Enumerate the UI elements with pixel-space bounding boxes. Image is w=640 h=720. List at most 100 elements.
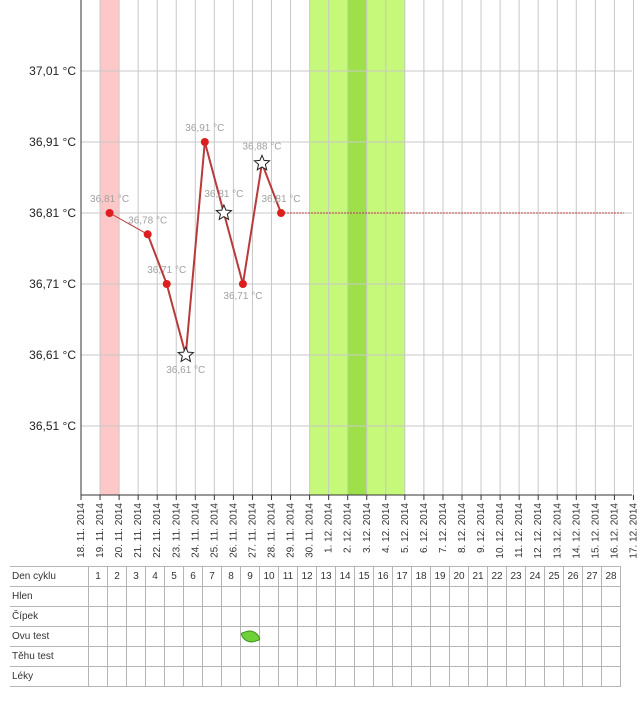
table-cell bbox=[221, 586, 241, 607]
cycle-day-number: 25 bbox=[544, 566, 564, 587]
cycle-day-number: 22 bbox=[487, 566, 507, 587]
table-cell bbox=[240, 646, 260, 667]
x-tick-label: 10. 12. 2014 bbox=[495, 503, 506, 559]
cycle-day-number: 13 bbox=[316, 566, 336, 587]
cycle-day-number: 3 bbox=[126, 566, 146, 587]
table-cell bbox=[240, 666, 260, 687]
table-cell bbox=[525, 626, 545, 647]
table-cell bbox=[297, 646, 317, 667]
table-cell bbox=[145, 646, 165, 667]
table-cell bbox=[563, 666, 583, 687]
table-cell bbox=[544, 646, 564, 667]
table-cell bbox=[221, 666, 241, 687]
row-label: Den cyklu bbox=[10, 566, 89, 587]
table-cell bbox=[297, 666, 317, 687]
table-cell bbox=[259, 666, 279, 687]
table-cell bbox=[259, 646, 279, 667]
table-cell bbox=[221, 626, 241, 647]
table-cell bbox=[88, 606, 108, 627]
table-row: Hlen bbox=[10, 586, 621, 607]
table-cell bbox=[145, 606, 165, 627]
table-cell bbox=[278, 626, 298, 647]
table-cell bbox=[316, 666, 336, 687]
table-cell bbox=[430, 626, 450, 647]
table-cell bbox=[373, 586, 393, 607]
table-cell bbox=[202, 666, 222, 687]
data-point bbox=[238, 280, 247, 288]
table-cell bbox=[544, 666, 564, 687]
cycle-day-number: 12 bbox=[297, 566, 317, 587]
table-row: Těhu test bbox=[10, 646, 621, 667]
x-tick-label: 22. 11. 2014 bbox=[152, 503, 163, 558]
table-cell bbox=[221, 606, 241, 627]
table-cell bbox=[392, 606, 412, 627]
star-marker bbox=[215, 203, 233, 221]
cycle-day-number: 2 bbox=[107, 566, 127, 587]
table-cell bbox=[297, 626, 317, 647]
cycle-day-number: 17 bbox=[392, 566, 412, 587]
cycle-day-number: 8 bbox=[221, 566, 241, 587]
table-cell bbox=[373, 666, 393, 687]
x-tick-label: 9. 12. 2014 bbox=[476, 503, 487, 553]
y-tick-label: 36,81 °C bbox=[29, 206, 76, 220]
table-cell bbox=[430, 646, 450, 667]
table-cell bbox=[259, 586, 279, 607]
table-cell bbox=[411, 646, 431, 667]
table-cell bbox=[468, 586, 488, 607]
cycle-day-number: 24 bbox=[525, 566, 545, 587]
table-row: Ovu test bbox=[10, 626, 621, 647]
series-line-segment bbox=[261, 162, 282, 214]
temperature-chart: 37,01 °C 36,91 °C 36,81 °C 36,71 °C 36,61 °C… bbox=[29, 0, 639, 559]
x-tick-label: 21. 11. 2014 bbox=[133, 503, 144, 558]
table-cell bbox=[582, 626, 602, 647]
table-cell bbox=[278, 606, 298, 627]
table-cell bbox=[525, 666, 545, 687]
row-label: Léky bbox=[10, 666, 89, 687]
x-tick-label: 18. 11. 2014 bbox=[76, 503, 87, 558]
cycle-day-number: 21 bbox=[468, 566, 488, 587]
table-cell bbox=[107, 666, 127, 687]
table-cell bbox=[392, 666, 412, 687]
data-label: 36,81 °C bbox=[262, 194, 301, 205]
table-cell bbox=[373, 606, 393, 627]
cycle-day-number: 20 bbox=[449, 566, 469, 587]
table-cell bbox=[202, 646, 222, 667]
x-tick-label: 19. 11. 2014 bbox=[95, 503, 106, 558]
cycle-day-number: 1 bbox=[88, 566, 108, 587]
x-tick-label: 25. 11. 2014 bbox=[209, 503, 220, 558]
table-cell bbox=[335, 606, 355, 627]
x-tick-label: 23. 11. 2014 bbox=[171, 503, 182, 558]
table-cell bbox=[601, 626, 621, 647]
cycle-day-number: 28 bbox=[601, 566, 621, 587]
table-cell bbox=[126, 666, 146, 687]
table-cell bbox=[449, 626, 469, 647]
table-cell bbox=[544, 606, 564, 627]
series-line-segment bbox=[165, 283, 187, 356]
table-cell bbox=[107, 586, 127, 607]
series-line-segment bbox=[184, 141, 206, 356]
x-tick-label: 13. 12. 2014 bbox=[552, 503, 563, 559]
x-tick-label: 20. 11. 2014 bbox=[114, 503, 125, 558]
table-cell bbox=[335, 586, 355, 607]
table-cell bbox=[392, 646, 412, 667]
table-cell bbox=[563, 646, 583, 667]
table-cell bbox=[221, 646, 241, 667]
series-line-segment bbox=[146, 233, 168, 285]
table-cell bbox=[392, 586, 412, 607]
table-cell bbox=[487, 666, 507, 687]
table-cell bbox=[392, 626, 412, 647]
cycle-day-number: 26 bbox=[563, 566, 583, 587]
data-label: 36,81 °C bbox=[90, 194, 129, 205]
x-tick-label: 16. 12. 2014 bbox=[609, 503, 620, 559]
table-cell bbox=[468, 606, 488, 627]
table-cell bbox=[411, 606, 431, 627]
table-cell bbox=[563, 626, 583, 647]
y-tick-label: 36,71 °C bbox=[29, 277, 76, 291]
x-tick-label: 14. 12. 2014 bbox=[571, 503, 582, 559]
table-cell bbox=[202, 626, 222, 647]
table-cell bbox=[202, 606, 222, 627]
table-row: Den cyklu 1 2 3 4 5 6 7 8 9 10 11 12 13 14 15 16 17 18 19 20… bbox=[10, 566, 621, 587]
row-label: Hlen bbox=[10, 586, 89, 607]
table-cell bbox=[411, 586, 431, 607]
data-label: 36,71 °C bbox=[147, 265, 186, 276]
